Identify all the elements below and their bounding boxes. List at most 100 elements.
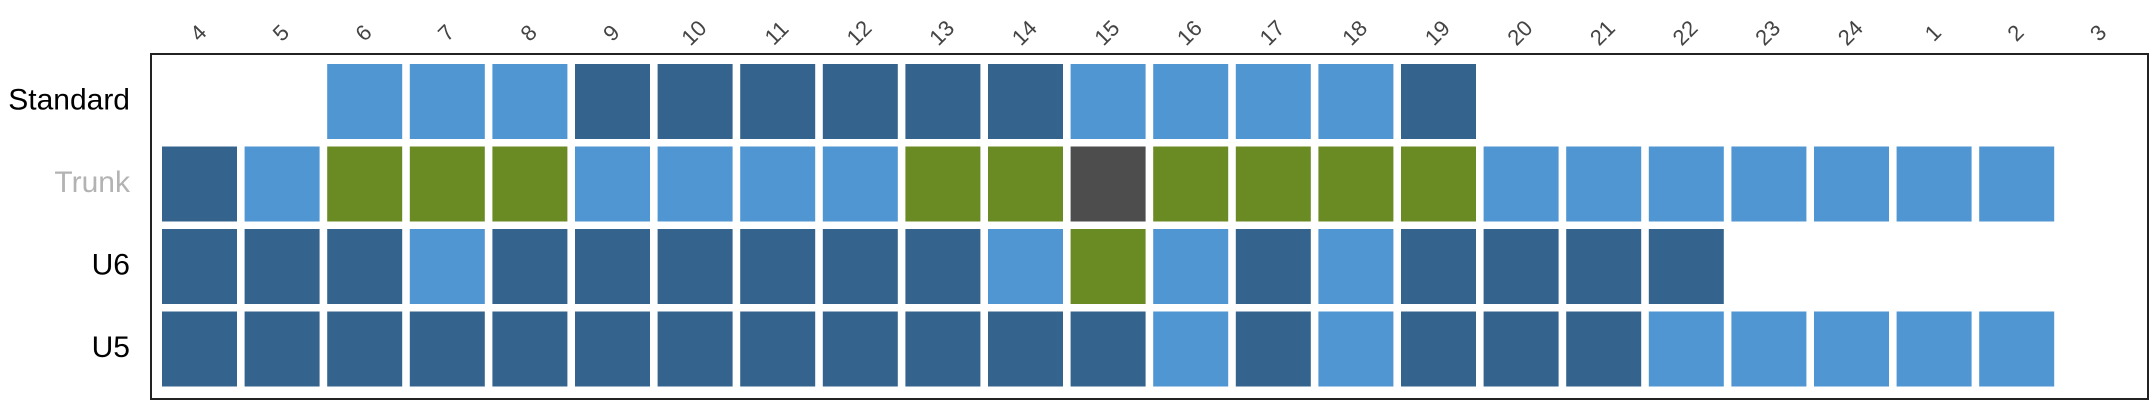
column-label: 7 — [433, 20, 459, 46]
heatmap-cell — [1896, 311, 1972, 387]
column-label: 12 — [842, 15, 877, 50]
heatmap-cell — [1896, 146, 1972, 222]
heatmap-cells — [162, 64, 2055, 387]
row-label: U5 — [92, 331, 130, 364]
heatmap-cell — [740, 311, 816, 387]
heatmap-cell — [492, 311, 568, 387]
row-label: U6 — [92, 248, 130, 281]
heatmap-cell — [1401, 146, 1476, 222]
heatmap-cell — [327, 64, 403, 139]
heatmap-cell — [1648, 311, 1724, 387]
heatmap-cell — [162, 311, 237, 387]
heatmap-cell — [905, 229, 981, 304]
heatmap-cell — [409, 146, 485, 222]
heatmap-cell — [822, 229, 898, 304]
heatmap-cell — [1070, 64, 1146, 139]
heatmap-cell — [492, 64, 568, 139]
heatmap-cell — [162, 146, 237, 222]
row-label: Standard — [8, 83, 130, 116]
heatmap-cell — [657, 311, 733, 387]
row-label: Trunk — [54, 166, 131, 199]
heatmap-cell — [988, 311, 1063, 387]
heatmap-cell — [905, 146, 981, 222]
column-label: 10 — [676, 15, 711, 50]
column-label: 14 — [1007, 15, 1042, 50]
heatmap-cell — [1153, 146, 1229, 222]
column-label: 1 — [1920, 20, 1946, 46]
heatmap-cell — [1070, 229, 1146, 304]
heatmap-cell — [409, 64, 485, 139]
heatmap-cell — [575, 64, 650, 139]
heatmap-cell — [1483, 229, 1559, 304]
heatmap-cell — [905, 64, 981, 139]
heatmap-cell — [1648, 146, 1724, 222]
column-label: 21 — [1585, 15, 1620, 50]
heatmap-cell — [988, 229, 1063, 304]
heatmap-cell — [409, 311, 485, 387]
heatmap-cell — [327, 229, 403, 304]
heatmap-cell — [1483, 146, 1559, 222]
column-label: 24 — [1833, 15, 1868, 50]
heatmap-cell — [575, 229, 650, 304]
column-label: 18 — [1337, 15, 1372, 50]
heatmap-cell — [1318, 64, 1394, 139]
column-labels: 4 5 6 7 8 9 10 11 12 13 14 15 16 17 18 19 20 21 22 23 24 1 2 3 — [185, 15, 2111, 50]
heatmap-cell — [740, 229, 816, 304]
heatmap-cell — [1814, 146, 1889, 222]
heatmap-cell — [988, 64, 1063, 139]
heatmap-cell — [575, 311, 650, 387]
heatmap-cell — [162, 229, 237, 304]
heatmap-cell — [822, 64, 898, 139]
column-label: 13 — [924, 15, 959, 50]
heatmap-cell — [1070, 146, 1146, 222]
heatmap-cell — [1979, 146, 2055, 222]
column-label: 11 — [760, 16, 794, 50]
heatmap-cell — [1153, 311, 1229, 387]
heatmap-cell — [1235, 146, 1311, 222]
heatmap-cell — [1566, 229, 1642, 304]
heatmap-cell — [1731, 311, 1807, 387]
heatmap-cell — [1731, 146, 1807, 222]
heatmap-cell — [1235, 229, 1311, 304]
heatmap-cell — [905, 311, 981, 387]
column-label: 9 — [598, 20, 624, 46]
heatmap-cell — [1814, 311, 1889, 387]
heatmap-cell — [1566, 146, 1642, 222]
heatmap-cell — [1566, 311, 1642, 387]
heatmap-cell — [1235, 311, 1311, 387]
heatmap-cell — [657, 146, 733, 222]
column-label: 15 — [1089, 15, 1124, 50]
heatmap-cell — [988, 146, 1063, 222]
heatmap-cell — [740, 64, 816, 139]
column-label: 4 — [185, 20, 211, 46]
heatmap-cell — [1979, 311, 2055, 387]
heatmap-cell — [492, 229, 568, 304]
heatmap-cell — [657, 64, 733, 139]
column-label: 2 — [2002, 20, 2028, 46]
heatmap-cell — [1648, 229, 1724, 304]
heatmap-cell — [1318, 229, 1394, 304]
heatmap-cell — [1401, 229, 1476, 304]
heatmap-cell — [575, 146, 650, 222]
heatmap-cell — [327, 311, 403, 387]
heatmap-cell — [1153, 229, 1229, 304]
column-label: 8 — [516, 20, 542, 46]
column-label: 6 — [350, 20, 376, 46]
heatmap-cell — [1401, 64, 1476, 139]
heatmap-cell — [409, 229, 485, 304]
heatmap-cell — [657, 229, 733, 304]
column-label: 5 — [268, 20, 294, 46]
column-label: 16 — [1172, 15, 1207, 50]
row-labels: Standard Trunk U6 U5 — [8, 83, 131, 364]
heatmap-cell — [1401, 311, 1476, 387]
heatmap-cell — [1070, 311, 1146, 387]
column-label: 17 — [1255, 15, 1290, 50]
heatmap-cell — [740, 146, 816, 222]
heatmap-cell — [244, 311, 320, 387]
heatmap-cell — [1318, 311, 1394, 387]
column-label: 19 — [1420, 15, 1455, 50]
column-label: 22 — [1668, 15, 1703, 50]
heatmap-cell — [244, 146, 320, 222]
heatmap-cell — [822, 146, 898, 222]
